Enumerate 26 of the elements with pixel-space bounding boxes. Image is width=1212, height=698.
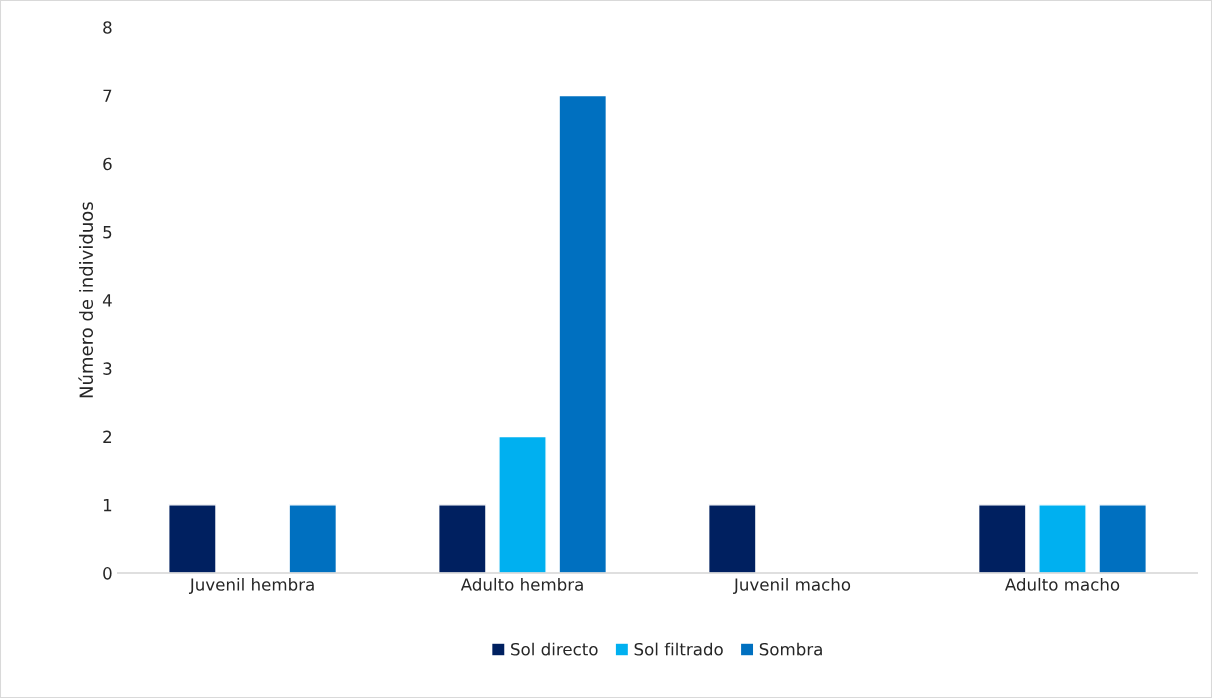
bar xyxy=(977,504,1027,574)
bar xyxy=(1098,504,1147,574)
y-tick-label: 3 xyxy=(103,362,112,375)
x-tick-label: Juvenil macho xyxy=(733,577,851,594)
y-tick-label: 4 xyxy=(102,294,112,307)
x-tick-label: Adulto macho xyxy=(1004,577,1120,591)
y-tick-label: 2 xyxy=(103,430,112,443)
x-tick-label: Adulto hembra xyxy=(460,577,583,591)
bar xyxy=(558,94,608,574)
y-tick-label: 1 xyxy=(103,499,112,512)
y-tick-label: 5 xyxy=(103,226,112,239)
y-axis-title: Número de individuos xyxy=(78,202,94,398)
x-tick-label: Juvenil hembra xyxy=(188,577,314,594)
bar xyxy=(707,504,757,574)
legend-label: Sol directo xyxy=(511,642,598,656)
y-tick-label: 8 xyxy=(103,21,112,34)
bar xyxy=(288,504,338,574)
bar xyxy=(168,504,217,574)
y-tick-label: 0 xyxy=(103,567,112,580)
bar xyxy=(498,435,547,574)
y-tick-label: 7 xyxy=(103,89,112,102)
bar xyxy=(438,504,487,574)
legend-label: Sombra xyxy=(759,642,822,656)
legend-label: Sol filtrado xyxy=(634,642,723,656)
bar xyxy=(1038,504,1087,574)
y-tick-label: 6 xyxy=(103,157,112,171)
